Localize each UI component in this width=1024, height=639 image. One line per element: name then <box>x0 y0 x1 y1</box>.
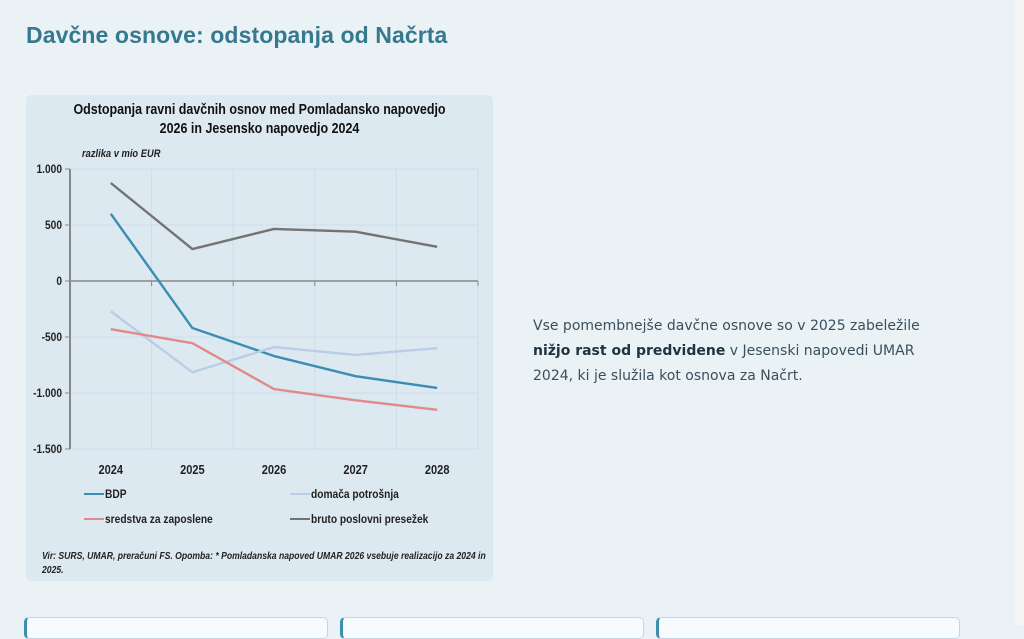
y-tick-label: -1.500 <box>33 443 62 456</box>
legend-swatch-gross-operating-surplus <box>290 518 310 520</box>
legend-item-domestic-consumption: domača potrošnja <box>290 487 414 501</box>
y-tick-label: 500 <box>45 219 62 232</box>
line-chart: 1.000 500 0 -500 -1.000 -1.500 2024 2025 2026 202… <box>33 163 479 477</box>
y-tick-label: 1.000 <box>36 163 62 176</box>
x-tick-label: 2025 <box>180 462 205 477</box>
summary-text-part: Vse pomembnejše davčne osnove so v 2025 … <box>533 318 920 334</box>
y-axis-unit-label: razlika v mio EUR <box>82 148 161 160</box>
legend-swatch-compensation <box>84 518 104 520</box>
summary-text: Vse pomembnejše davčne osnove so v 2025 … <box>533 314 953 389</box>
series-line-bruto-poslovni-presezek <box>110 182 438 251</box>
legend-label: domača potrošnja <box>311 487 399 501</box>
chart-card: Odstopanja ravni davčnih osnov med Pomla… <box>26 95 493 581</box>
x-tick-label: 2026 <box>262 462 287 477</box>
bottom-card-1[interactable] <box>24 617 328 639</box>
summary-text-part: v Jesenski napovedi UMAR 2024, ki je slu… <box>533 343 915 384</box>
legend-label: bruto poslovni presežek <box>311 512 429 526</box>
y-tick-label: -500 <box>42 331 62 344</box>
bottom-card-3[interactable] <box>656 617 960 639</box>
chart-title-line-2: 2026 in Jesensko napovedjo 2024 <box>159 121 360 137</box>
legend-item-bdp: BDP <box>84 487 130 501</box>
legend-label: BDP <box>105 487 127 501</box>
x-tick-label: 2028 <box>425 462 450 477</box>
legend-label: sredstva za zaposlene <box>105 512 213 526</box>
source-note: Vir: SURS, UMAR, preračuni FS. Opomba: *… <box>42 550 486 576</box>
legend-item-gross-operating-surplus: bruto poslovni presežek <box>290 512 449 526</box>
series-line-domaca-potrosnja <box>110 310 438 374</box>
series-line-bdp <box>109 213 438 390</box>
y-tick-label: 0 <box>56 275 62 288</box>
page-title: Davčne osnove: odstopanja od Načrta <box>26 22 448 48</box>
legend-item-compensation: sredstva za zaposlene <box>84 512 232 526</box>
chart-title: Odstopanja ravni davčnih osnov med Pomla… <box>59 101 461 139</box>
scrollbar-track[interactable] <box>1015 0 1024 625</box>
x-tick-label: 2027 <box>343 462 368 477</box>
legend-swatch-bdp <box>84 493 104 495</box>
x-tick-label: 2024 <box>99 462 124 477</box>
summary-text-highlight: nižjo rast od predvidene <box>533 343 726 359</box>
series-line-sredstva-za-zaposlene <box>110 327 438 411</box>
bottom-card-2[interactable] <box>340 617 644 639</box>
chart-title-line-1: Odstopanja ravni davčnih osnov med Pomla… <box>73 102 446 118</box>
legend-swatch-domestic-consumption <box>290 493 310 495</box>
y-tick-label: -1.000 <box>33 387 62 400</box>
